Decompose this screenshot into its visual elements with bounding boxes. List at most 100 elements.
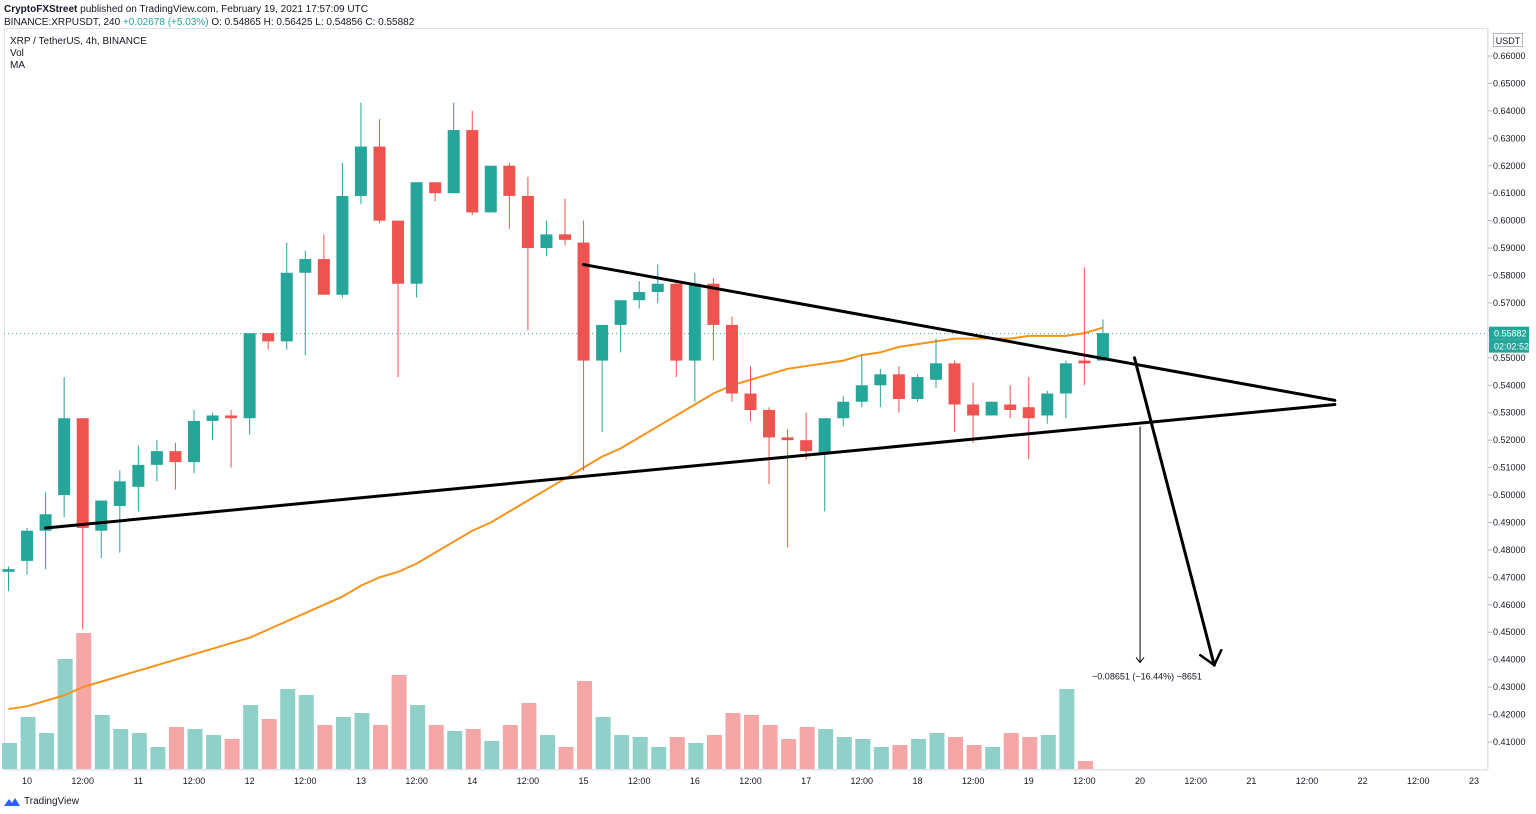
- tradingview-logo[interactable]: TradingView: [4, 796, 79, 807]
- volume-bar: [688, 743, 704, 769]
- candle: [392, 220, 405, 378]
- candle-body: [484, 165, 497, 213]
- candle-body: [707, 283, 720, 325]
- symbol-line: BINANCE:XRPUSDT, 240: [4, 17, 121, 28]
- volume-bar: [855, 739, 871, 769]
- time-tick-label: 23: [1469, 776, 1479, 786]
- candle-body: [559, 234, 571, 240]
- trendline-drawings[interactable]: [44, 263, 1337, 668]
- time-tick-label: 18: [912, 776, 922, 786]
- candle: [911, 374, 924, 402]
- candle-body: [132, 464, 145, 487]
- time-tick-label: 15: [579, 776, 589, 786]
- volume-bar: [76, 633, 92, 769]
- candle-body: [21, 530, 34, 561]
- time-tick-label: 20: [1135, 776, 1145, 786]
- candle: [892, 366, 905, 413]
- legend-vol[interactable]: Vol: [10, 48, 24, 59]
- candle-body: [1041, 393, 1054, 416]
- candle: [596, 324, 609, 432]
- candle: [688, 272, 701, 402]
- price-tick-label: 0.45000: [1493, 627, 1526, 637]
- volume-bar: [799, 727, 815, 769]
- volume-series: [2, 633, 1093, 769]
- time-tick-label: 12: [245, 776, 255, 786]
- volume-bar: [669, 737, 685, 769]
- candle-body: [503, 165, 516, 196]
- candle: [1078, 267, 1091, 386]
- measure-tool[interactable]: [1135, 426, 1145, 664]
- candle-body: [855, 385, 868, 402]
- trendline-support[interactable]: [44, 402, 1337, 530]
- candle-body: [818, 418, 831, 454]
- candle: [317, 234, 330, 295]
- candle: [800, 412, 813, 460]
- candle: [354, 102, 367, 205]
- candle-body: [299, 259, 312, 273]
- volume-bar: [410, 705, 426, 769]
- candle: [670, 281, 683, 378]
- published-text: published on TradingView.com, February 1…: [80, 4, 368, 15]
- volume-bar: [558, 747, 574, 769]
- candle: [503, 163, 516, 229]
- volume-bar: [1059, 689, 1075, 769]
- last-price-tag: [1489, 326, 1529, 340]
- time-tick-label: 12:00: [1296, 776, 1319, 786]
- price-tick-label: 0.47000: [1493, 572, 1526, 582]
- candle: [948, 360, 961, 432]
- candle: [262, 333, 275, 350]
- candle-body: [150, 451, 163, 465]
- candle: [577, 220, 590, 471]
- volume-bar: [502, 725, 518, 769]
- trendline-projection[interactable]: [1132, 356, 1216, 667]
- candle-body: [967, 404, 980, 416]
- volume-bar: [1040, 735, 1056, 769]
- candle-body: [429, 182, 442, 194]
- price-tick-label: 0.49000: [1493, 517, 1526, 527]
- time-axis[interactable]: 10 12:00 11 12:00 12 12:00 13 12:00 14 12:00 15 12:…: [22, 776, 1479, 786]
- time-tick-label: 19: [1024, 776, 1034, 786]
- candle-body: [447, 130, 460, 194]
- candle: [1096, 319, 1109, 361]
- volume-bar: [391, 675, 407, 769]
- time-tick-label: 12:00: [1184, 776, 1207, 786]
- volume-bar: [929, 733, 945, 769]
- volume-bar: [948, 737, 964, 769]
- candle: [744, 366, 757, 421]
- legend-title[interactable]: XRP / TetherUS, 4h, BINANCE: [10, 36, 147, 47]
- publisher-name[interactable]: CryptoFXStreet: [4, 4, 78, 15]
- volume-bar: [317, 725, 333, 769]
- currency-button[interactable]: USDT: [1493, 33, 1523, 47]
- candle-body: [651, 283, 664, 292]
- publish-header: CryptoFXStreet published on TradingView.…: [4, 3, 414, 29]
- candle: [614, 300, 627, 353]
- candle: [243, 333, 256, 435]
- candle: [1041, 390, 1054, 424]
- price-tick-label: 0.51000: [1493, 463, 1526, 473]
- price-tick-label: 0.48000: [1493, 545, 1526, 555]
- price-tick-label: 0.60000: [1493, 216, 1526, 226]
- price-tick-label: 0.59000: [1493, 243, 1526, 253]
- candle-body: [930, 363, 942, 380]
- moving-average-line: [8, 326, 1104, 711]
- last-price-value: 0.55882: [1494, 329, 1527, 339]
- volume-bar: [298, 695, 314, 769]
- candle-body: [725, 324, 738, 394]
- candle-body: [466, 130, 479, 213]
- legend-ma[interactable]: MA: [10, 60, 25, 71]
- price-axis[interactable]: 0.66000 0.65000 0.64000 0.63000 0.62000 0.610…: [1488, 51, 1526, 747]
- candle-body: [521, 195, 534, 249]
- price-tick-label: 0.43000: [1493, 682, 1526, 692]
- candle: [1022, 377, 1035, 460]
- projection-arrowhead: [1199, 648, 1223, 668]
- candle-body: [948, 363, 961, 405]
- time-tick-label: 12:00: [517, 776, 540, 786]
- candle: [725, 316, 738, 402]
- candle-body: [262, 333, 275, 342]
- volume-bar: [131, 733, 147, 769]
- time-tick-label: 12:00: [851, 776, 874, 786]
- candle: [373, 119, 386, 224]
- trendline-resistance[interactable]: [582, 263, 1337, 402]
- candle-body: [169, 451, 182, 463]
